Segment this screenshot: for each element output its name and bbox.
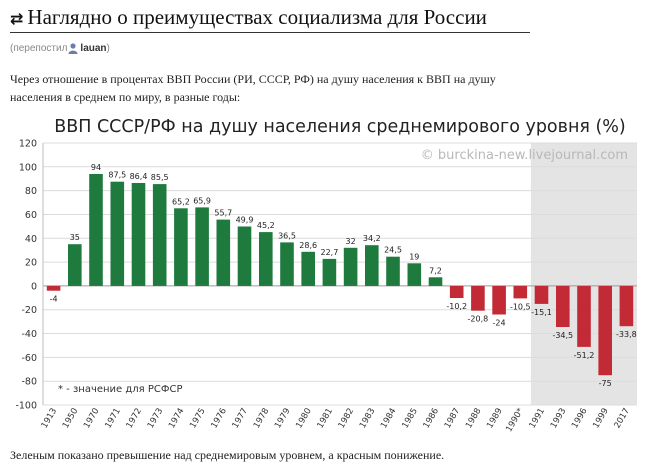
post-intro: Через отношение в процентах ВВП России (…	[10, 70, 570, 106]
data-label: -33,8	[616, 330, 637, 339]
shaded-region	[530, 143, 637, 405]
data-label: 19	[409, 252, 419, 261]
y-tick-label: 0	[31, 281, 37, 292]
data-label: 87,5	[108, 171, 126, 180]
intro-line: Через отношение в процентах ВВП России (…	[10, 72, 496, 86]
data-label: -15,1	[531, 308, 552, 317]
meta-suffix: )	[106, 42, 110, 54]
data-label: -20,8	[468, 315, 489, 324]
post-title-text: Наглядно о преимуществах социализма для …	[27, 5, 487, 29]
bar	[89, 174, 103, 286]
bar	[492, 285, 506, 315]
chart-title: ВВП СССР/РФ на душу населения среднемиро…	[54, 117, 626, 137]
post-meta: (перепостил lauan )	[10, 40, 110, 56]
bar	[195, 207, 209, 286]
intro-line: населения в среднем по миру, в разные го…	[10, 90, 241, 104]
bar	[280, 242, 294, 286]
y-tick-label: 40	[25, 234, 37, 245]
bar	[216, 219, 231, 286]
bar	[343, 247, 358, 286]
user-icon[interactable]	[68, 42, 78, 54]
bar	[577, 285, 591, 347]
bar	[619, 285, 634, 327]
y-tick-label: 20	[25, 258, 37, 269]
data-label: 34,2	[363, 234, 381, 243]
data-label: 45,2	[257, 221, 275, 230]
data-label: 65,9	[193, 196, 211, 205]
bar	[428, 277, 443, 286]
data-label: 36,5	[278, 231, 296, 240]
data-label: -4	[50, 295, 58, 304]
data-label: -24	[493, 319, 506, 328]
meta-prefix: (перепостил	[10, 42, 68, 54]
y-tick-label: -60	[21, 353, 37, 364]
repost-arrows-icon: ⇄	[10, 9, 24, 28]
y-tick-label: -40	[21, 329, 37, 340]
data-label: -75	[599, 379, 612, 388]
bar	[365, 245, 379, 286]
bar	[237, 226, 252, 286]
data-label: 24,5	[384, 246, 402, 255]
y-tick-label: 120	[19, 139, 37, 150]
bar	[407, 263, 422, 286]
bar	[471, 285, 485, 311]
user-link[interactable]: lauan	[80, 42, 107, 54]
y-tick-label: -20	[21, 305, 37, 316]
chart-watermark: © burckina-new.livejournal.com	[421, 148, 628, 163]
data-label: 94	[91, 163, 101, 172]
data-label: 22,7	[320, 248, 338, 257]
data-label: 49,9	[236, 216, 254, 225]
data-label: 86,4	[130, 172, 148, 181]
y-tick-label: -80	[21, 377, 37, 388]
chart-note: * - значение для РСФСР	[58, 384, 183, 395]
data-label: -51,2	[574, 351, 595, 360]
bar	[322, 258, 337, 286]
bar	[110, 181, 125, 286]
bar	[386, 256, 400, 286]
bar	[259, 232, 273, 286]
post-footer: Зеленым показано превышение над среднеми…	[10, 448, 445, 462]
data-label: 55,7	[214, 209, 232, 218]
y-tick-label: 80	[25, 186, 37, 197]
bar	[68, 244, 82, 286]
data-label: 28,6	[299, 241, 317, 250]
bar	[598, 285, 612, 376]
bar	[556, 285, 570, 327]
bar	[449, 285, 464, 298]
bar	[301, 251, 315, 286]
bar	[513, 285, 528, 299]
y-tick-label: 60	[25, 210, 37, 221]
bar	[131, 183, 146, 286]
bar	[174, 208, 188, 286]
data-label: 7,2	[429, 266, 442, 275]
data-label: -34,5	[552, 331, 573, 340]
y-tick-label: -100	[15, 401, 37, 412]
data-label: -10,2	[446, 302, 467, 311]
post-title: ⇄ Наглядно о преимуществах социализма для…	[10, 2, 530, 33]
bar	[152, 184, 167, 286]
data-label: 65,2	[172, 197, 190, 206]
bar	[534, 285, 549, 304]
data-label: 85,5	[151, 173, 169, 182]
bar	[46, 285, 61, 291]
data-label: -10,5	[510, 302, 531, 311]
data-label: 32	[346, 237, 356, 246]
y-tick-label: 100	[19, 162, 37, 173]
data-label: 35	[70, 233, 80, 242]
